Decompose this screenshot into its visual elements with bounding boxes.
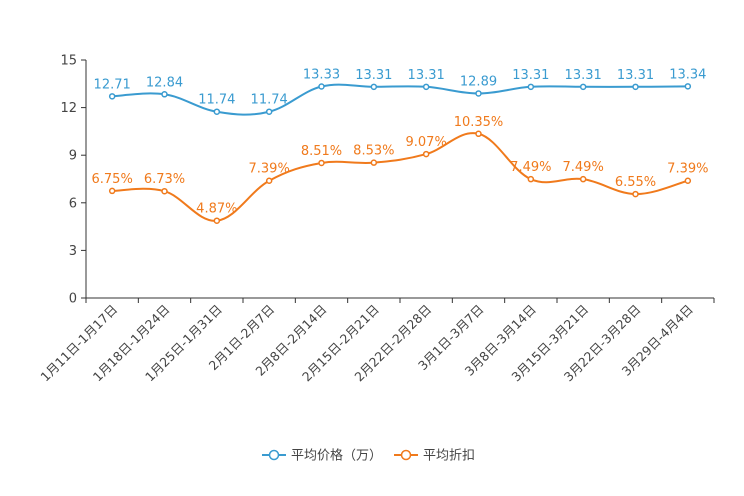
series-1-point bbox=[318, 159, 325, 167]
series-1-point bbox=[370, 159, 378, 166]
series-0-point bbox=[579, 83, 587, 91]
series-1-data-label: 7.49% bbox=[563, 160, 604, 175]
series-0-data-label: 13.31 bbox=[565, 68, 602, 83]
series-data-labels: 12.71 12.84 11.74 11.74 13.33 13.31 13.31 12.89… bbox=[92, 67, 709, 216]
series-1-data-label: 10.35% bbox=[454, 115, 504, 130]
series-1-point bbox=[632, 190, 639, 198]
series-0-data-label: 13.31 bbox=[617, 68, 654, 83]
x-axis-ticks: 1月11日-1月17日1月18日-1月24日1月25日-1月31日2月1日-2月… bbox=[37, 298, 715, 384]
series-0-data-label: 12.84 bbox=[146, 75, 183, 90]
series-1-data-label: 4.87% bbox=[196, 202, 237, 217]
series-0-point bbox=[527, 83, 535, 91]
legend-marker-icon bbox=[400, 449, 412, 461]
series-1-point bbox=[475, 130, 482, 138]
y-tick-label: 6 bbox=[69, 196, 77, 211]
legend-marker-icon bbox=[268, 449, 280, 461]
series-1-point bbox=[161, 187, 168, 195]
series-0-point bbox=[370, 83, 378, 91]
y-tick-label: 3 bbox=[69, 244, 77, 259]
series-0-point bbox=[318, 83, 325, 90]
y-tick-label: 15 bbox=[60, 54, 77, 69]
series-1-point bbox=[579, 175, 587, 183]
series-0-data-label: 12.89 bbox=[460, 74, 497, 89]
series-1-data-label: 7.49% bbox=[510, 160, 551, 175]
series-0-data-label: 13.31 bbox=[408, 68, 445, 83]
series-0-point bbox=[161, 91, 168, 98]
series-line-0 bbox=[112, 83, 688, 116]
series-0-point bbox=[684, 83, 692, 90]
y-tick-label: 12 bbox=[60, 101, 77, 116]
series-0-data-label: 12.71 bbox=[94, 77, 131, 92]
series-1-data-label: 6.73% bbox=[144, 172, 185, 187]
y-tick-label: 9 bbox=[69, 149, 77, 164]
series-0-point bbox=[632, 83, 639, 91]
series-0-point bbox=[265, 108, 273, 115]
series-1-data-label: 7.39% bbox=[667, 162, 708, 177]
series-1-data-label: 9.07% bbox=[406, 135, 447, 150]
legend-label: 平均折扣 bbox=[423, 449, 475, 464]
legend-label: 平均价格（万） bbox=[291, 448, 382, 464]
series-1-point bbox=[108, 187, 116, 195]
series-1-point bbox=[265, 177, 273, 184]
y-axis-ticks: 0 3 6 9 12 15 bbox=[60, 54, 86, 307]
series-0-data-label: 13.33 bbox=[303, 67, 340, 82]
series-1-data-label: 8.51% bbox=[301, 144, 342, 159]
series-0-data-label: 13.31 bbox=[512, 68, 549, 83]
series-1-data-label: 6.75% bbox=[92, 172, 133, 187]
y-tick-label: 0 bbox=[69, 292, 77, 307]
series-0-point bbox=[422, 83, 430, 91]
series-0-point bbox=[475, 90, 482, 97]
series-1-point bbox=[527, 175, 535, 183]
series-0-point bbox=[108, 93, 116, 100]
series-0-data-label: 11.74 bbox=[251, 93, 288, 108]
legend-item-1[interactable]: 平均折扣 bbox=[394, 449, 475, 464]
series-1-point bbox=[213, 217, 221, 224]
series-1-point bbox=[684, 177, 692, 184]
series-1-data-label: 8.53% bbox=[353, 144, 394, 159]
series-0-data-label: 11.74 bbox=[198, 93, 235, 108]
series-0-data-label: 13.31 bbox=[355, 68, 392, 83]
series-0-point bbox=[213, 108, 221, 115]
series-0-data-label: 13.34 bbox=[669, 67, 706, 82]
series-points bbox=[108, 83, 692, 224]
series-1-data-label: 6.55% bbox=[615, 175, 656, 190]
series-1-data-label: 7.39% bbox=[249, 162, 290, 177]
series-1-point bbox=[422, 150, 430, 158]
legend-item-0[interactable]: 平均价格（万） bbox=[262, 448, 382, 464]
legend: 平均价格（万） 平均折扣 bbox=[262, 448, 475, 464]
